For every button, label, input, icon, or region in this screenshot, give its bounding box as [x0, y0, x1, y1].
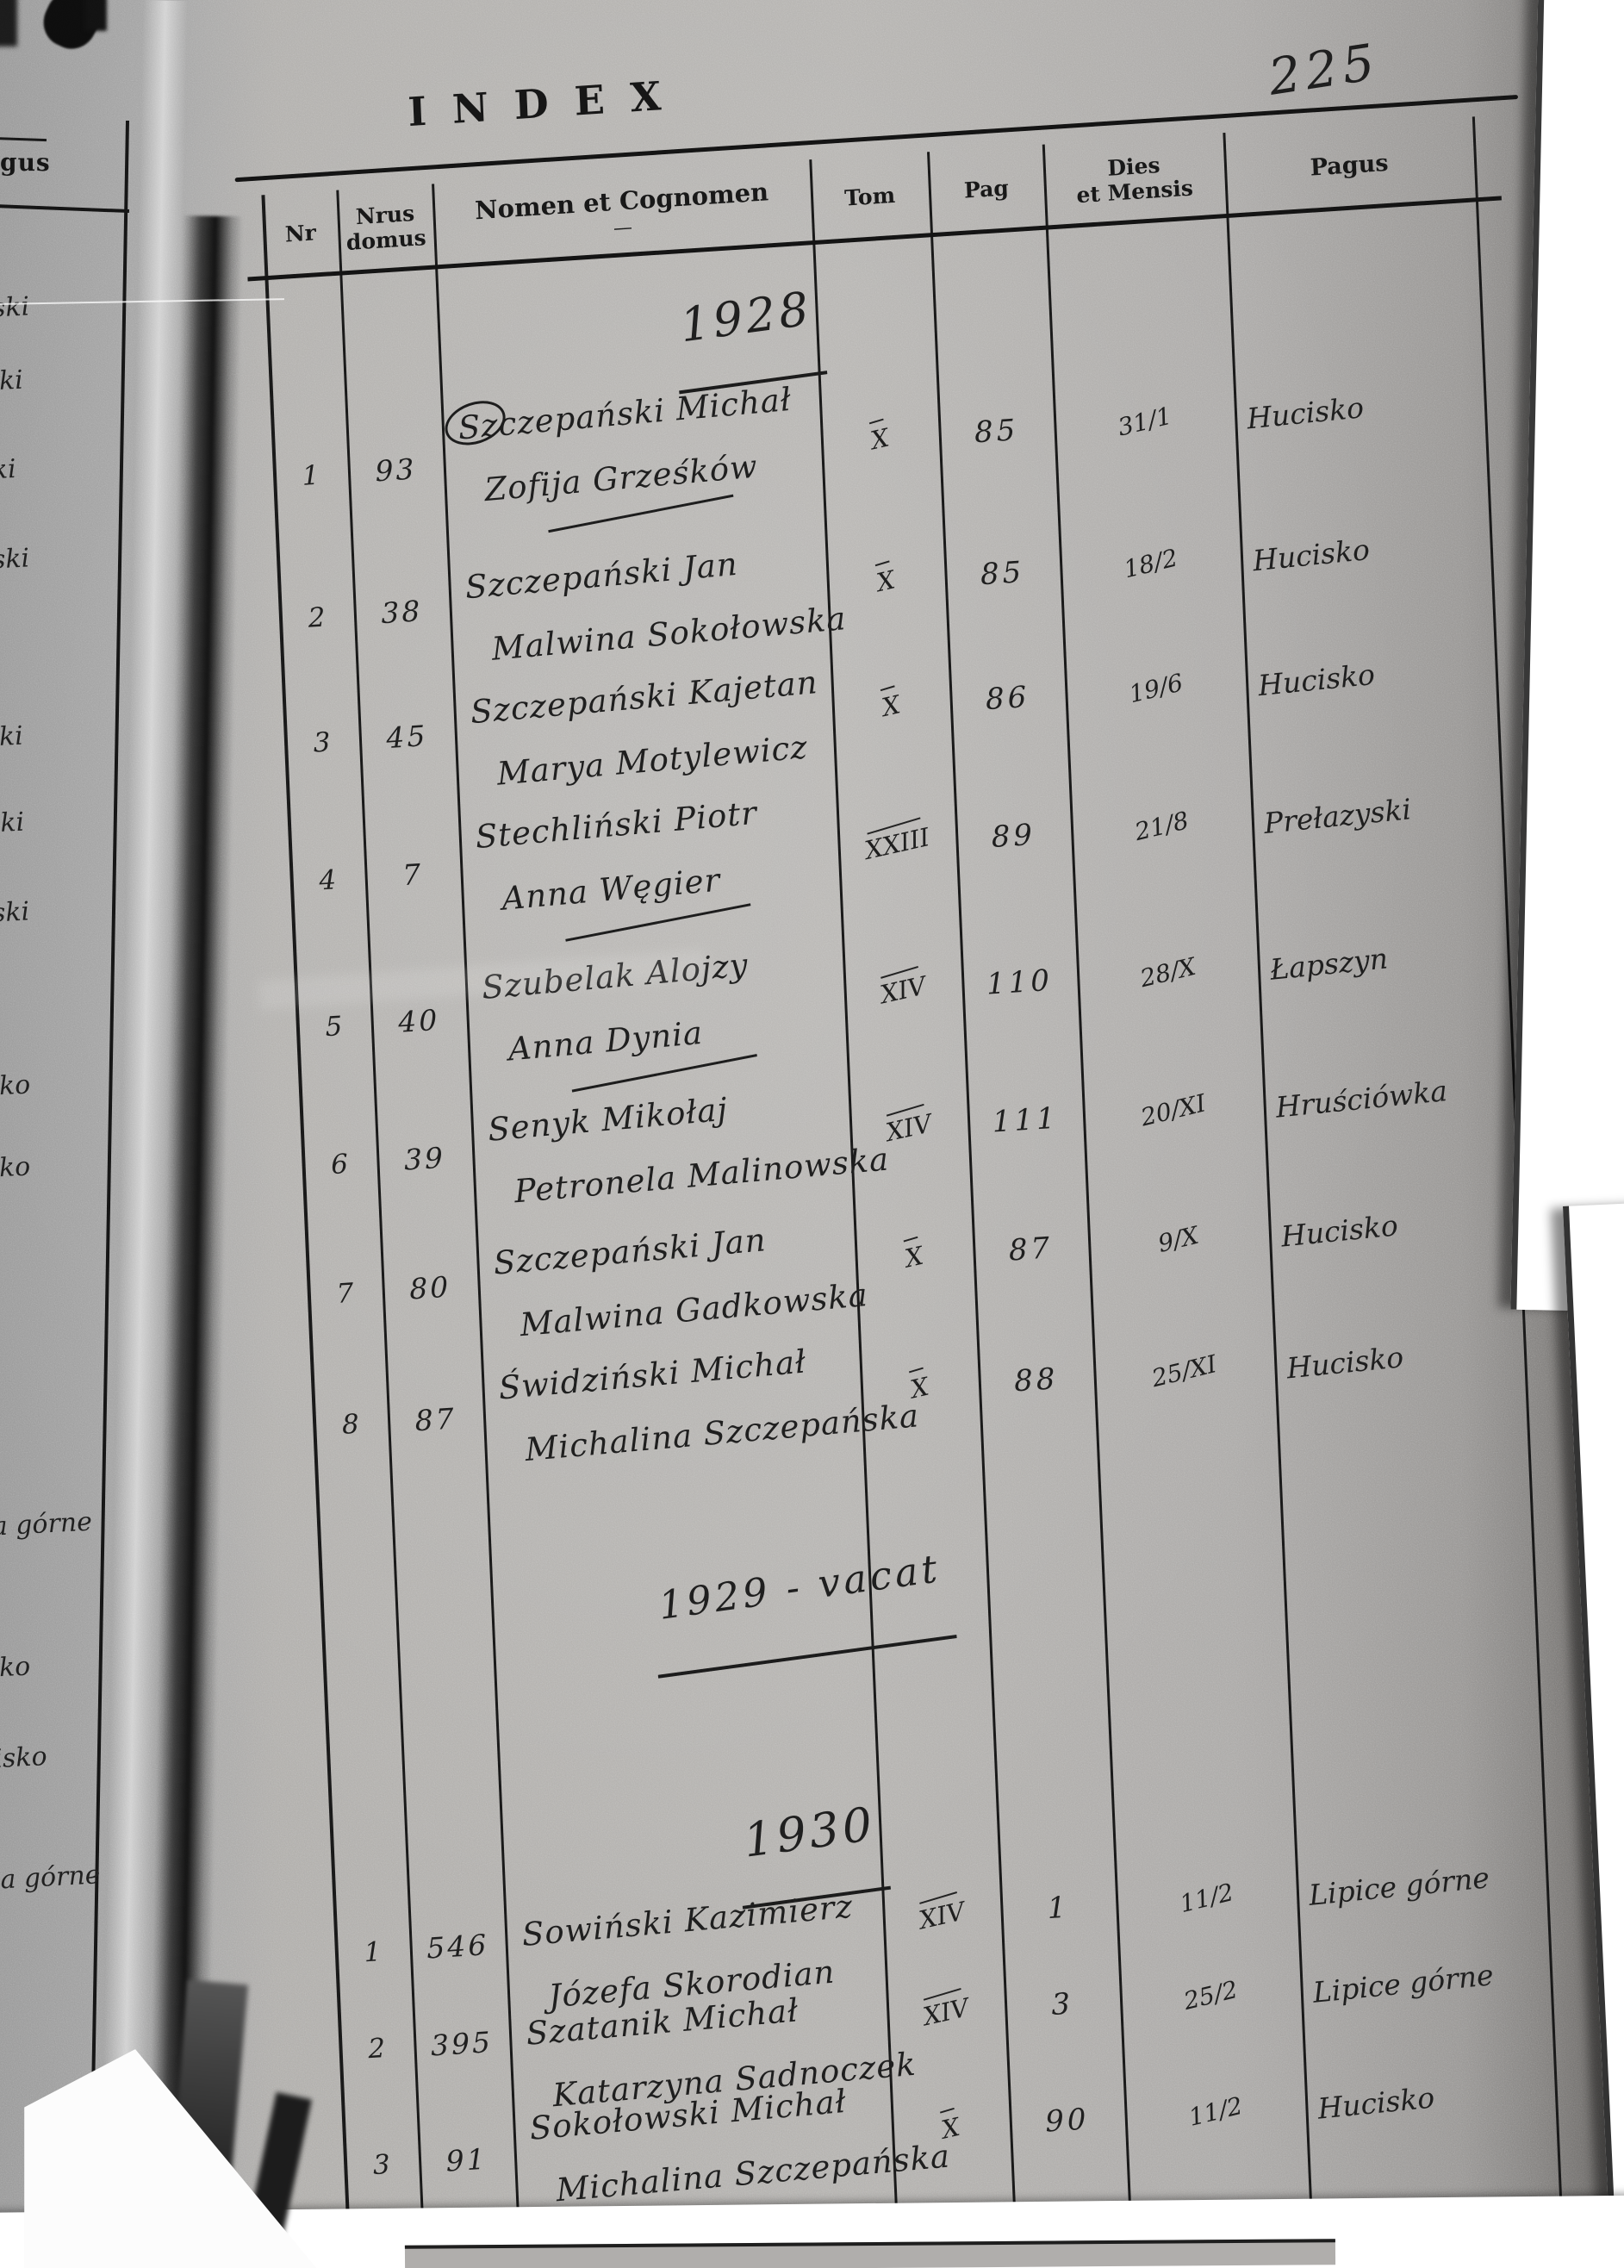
date-value: 25/XI [1148, 1349, 1220, 1393]
village-value: Łapszyn [1268, 941, 1390, 987]
page-ref-value: 87 [1007, 1230, 1054, 1268]
prev-page-text-fragment: yski [0, 543, 30, 576]
house-number: 546 [426, 1928, 489, 1966]
prev-page-text-fragment: isko [0, 1069, 32, 1103]
page-ref-value: 90 [1044, 2102, 1091, 2140]
entry-number: 3 [312, 726, 332, 759]
header-house-number: Nrus domus [345, 201, 427, 256]
prev-page-text-fragment: isko [0, 1151, 32, 1185]
header-volume: Tom [843, 182, 896, 211]
index-table: Nr Nrus domus Nomen et Cognomen — Tom Pa… [234, 94, 1568, 2268]
page-ref-value: 1 [1046, 1889, 1071, 1926]
date-value: 19/6 [1126, 668, 1185, 709]
names: Świdziński Michał Michalina Szczepańska [479, 1318, 920, 1491]
volume-value: X [902, 1240, 926, 1274]
date-value: 9/X [1155, 1220, 1202, 1258]
village-value: Hruściówka [1274, 1074, 1449, 1125]
page-ref-value: 85 [980, 554, 1025, 592]
header-page: Pag [963, 174, 1010, 203]
binding-ink-blob [0, 0, 17, 47]
page-title: INDEX [407, 71, 688, 136]
date-value: 31/1 [1115, 401, 1174, 442]
page-ref-value: 88 [1013, 1361, 1060, 1399]
page-number: 225 [1265, 32, 1383, 107]
volume-value: XIV [920, 1992, 972, 2032]
date-value: 11/2 [1185, 2090, 1245, 2132]
entry-number: 1 [301, 459, 320, 492]
prev-page-text-fragment: yski [0, 291, 30, 325]
house-number: 45 [385, 719, 429, 756]
house-number: 7 [401, 857, 424, 893]
year-heading: 1929 - vacat [490, 1543, 1113, 1679]
house-number: 395 [430, 2024, 494, 2063]
table-body: 1928 1 93 Szczepański Michał Zofija Grze… [265, 202, 1565, 2268]
house-number: 93 [374, 452, 418, 489]
page-ref-value: 111 [991, 1100, 1060, 1140]
page-ref-value: 85 [974, 412, 1020, 450]
entry-number: 2 [367, 2033, 386, 2066]
volume-value: XIV [883, 1107, 935, 1147]
prev-page-rule [0, 203, 130, 214]
prev-page-text-fragment: ica górne [0, 1860, 102, 1897]
entry-number: 7 [335, 1277, 354, 1310]
volume-value: X [939, 2111, 963, 2145]
prev-page-text-fragment: cki [0, 453, 17, 487]
prev-page-text-fragment: ca górne [0, 1506, 93, 1543]
date-value: 25/2 [1180, 1974, 1241, 2016]
entry-number: 8 [341, 1408, 360, 1441]
date-value: 11/2 [1176, 1878, 1236, 1919]
volume-value: XXIII [862, 821, 932, 865]
volume-value: XIV [916, 1896, 968, 1935]
volume-value: X [868, 422, 892, 455]
entry-number: 1 [363, 1935, 383, 1968]
prev-page-text-fragment: uisko [0, 1741, 48, 1776]
date-value: 20/XI [1138, 1088, 1209, 1132]
page-ref-value: 89 [990, 817, 1036, 855]
prev-page-text-fragment: iski [0, 364, 24, 398]
village-value: Hucisko [1245, 390, 1366, 436]
village-value: Hucisko [1316, 2079, 1436, 2126]
house-number: 87 [414, 1400, 457, 1437]
house-number: 39 [403, 1140, 446, 1177]
date-value: 28/X [1136, 951, 1198, 994]
house-number: 80 [408, 1269, 451, 1306]
header-date: Dies et Mensis [1075, 153, 1194, 209]
binding-ink-blob [84, 0, 107, 31]
prev-page-text-fragment: isko [0, 1651, 32, 1685]
volume-value: XIV [877, 969, 929, 1009]
prev-page-text-fragment: yski [0, 896, 30, 930]
entry-number: 2 [307, 601, 327, 634]
village-value: Prełazyski [1262, 792, 1413, 841]
page-ref-value: 3 [1050, 1986, 1074, 2022]
volume-value: X [874, 564, 898, 597]
village-value: Hucisko [1285, 1339, 1405, 1385]
entry-number: 6 [330, 1148, 349, 1181]
village-value: Hucisko [1256, 657, 1377, 703]
entry-number: 4 [318, 863, 337, 896]
prev-page-header-fragment: gus [0, 148, 51, 177]
village-value: Hucisko [1279, 1208, 1400, 1254]
date-value: 21/8 [1131, 806, 1192, 847]
date-value: 18/2 [1121, 543, 1180, 584]
page-ref-value: 110 [986, 963, 1054, 1002]
index-page-sheet: INDEX 225 Nr Nrus domus Nomen et Cognome… [129, 0, 1624, 2268]
volume-value: X [879, 688, 903, 722]
prev-page-text-fragment: icki [0, 807, 26, 840]
volume-value: X [908, 1371, 932, 1405]
prev-page-rule [0, 136, 47, 142]
house-number: 38 [380, 594, 424, 631]
page-ref-value: 86 [985, 679, 1031, 717]
village-value: Hucisko [1251, 532, 1372, 578]
header-nr: Nr [284, 219, 317, 247]
prev-page-text-fragment: iski [0, 720, 24, 754]
